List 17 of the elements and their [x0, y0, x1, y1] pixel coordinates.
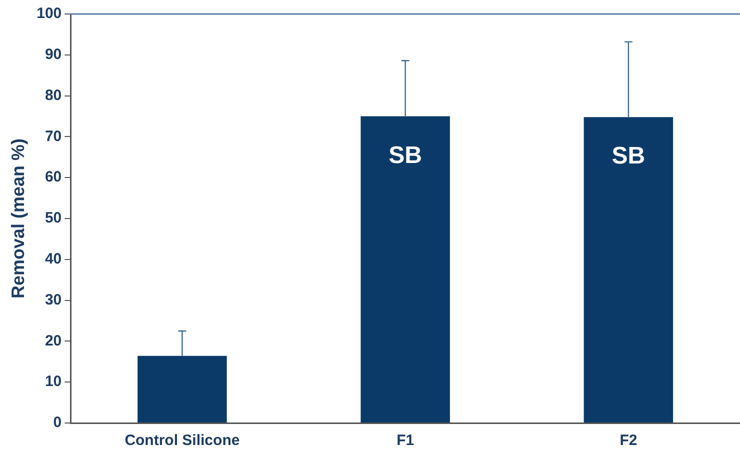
y-tick-label: 50 [44, 210, 62, 227]
y-tick-label: 20 [44, 332, 62, 350]
y-tick-label: 40 [44, 250, 62, 268]
y-tick-label: 0 [53, 414, 62, 432]
x-tick-label: Control Silicone [124, 432, 240, 450]
y-tick-label: 10 [44, 373, 62, 390]
y-tick-label: 70 [44, 128, 62, 145]
data-label: SB [388, 142, 422, 169]
x-tick-label: F1 [396, 432, 414, 450]
y-tick-label: 100 [36, 5, 62, 22]
y-tick-label: 30 [44, 291, 62, 308]
y-axis-title: Removal (mean %) [8, 138, 28, 299]
data-label: SB [612, 142, 646, 170]
y-tick-label: 90 [44, 46, 62, 64]
x-tick-label: F2 [620, 432, 638, 450]
y-tick-label: 60 [44, 168, 62, 186]
y-tick-label: 80 [44, 86, 62, 104]
